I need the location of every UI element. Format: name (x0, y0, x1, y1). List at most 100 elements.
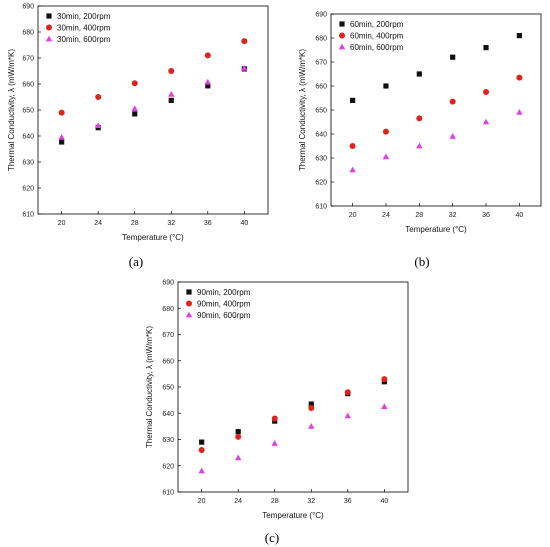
y-tick-label: 690 (22, 4, 34, 11)
y-tick-label: 690 (315, 12, 327, 19)
series-1 (59, 66, 247, 145)
chart-panel-3: 610 620 630 640 650 660 670 680 690 20 24 28 32 36 40 T… (145, 280, 409, 545)
x-tick-label: 40 (380, 498, 388, 505)
data-point (131, 105, 138, 112)
legend-label: 60min, 600rpm (350, 43, 404, 52)
series-3 (349, 109, 523, 173)
legend-marker (185, 311, 193, 318)
x-tick-label: 24 (94, 220, 102, 227)
data-point (344, 389, 351, 396)
y-tick-label: 620 (22, 186, 34, 193)
legend-label: 30min, 400rpm (57, 24, 111, 33)
data-point (449, 133, 456, 139)
data-point (416, 115, 423, 122)
x-tick-label: 36 (204, 220, 212, 227)
y-tick-label: 650 (22, 108, 34, 115)
data-point (349, 166, 356, 173)
data-point (204, 78, 212, 85)
x-tick-label: 28 (271, 498, 279, 505)
x-tick-label: 20 (349, 212, 357, 219)
y-tick-label: 610 (162, 490, 174, 497)
x-tick-label: 32 (167, 220, 175, 227)
x-tick-label: 20 (198, 498, 206, 505)
data-point (95, 94, 102, 100)
x-axis-label: Temperature (°C) (122, 233, 184, 242)
x-tick-label: 36 (482, 212, 490, 219)
x-tick-label: 40 (516, 212, 524, 219)
legend-marker (46, 24, 52, 31)
data-point (94, 122, 102, 128)
legend-label: 90min, 600rpm (197, 311, 251, 320)
data-point (516, 33, 522, 39)
y-tick-label: 660 (22, 82, 34, 89)
data-point (132, 111, 138, 117)
data-point (199, 439, 205, 445)
y-tick-label: 610 (315, 204, 327, 211)
data-point (234, 454, 242, 461)
data-point (204, 52, 211, 59)
legend-marker (339, 21, 345, 27)
data-point (59, 139, 65, 145)
data-point (271, 440, 278, 446)
x-tick-label: 32 (449, 212, 457, 219)
legend-marker (45, 35, 53, 42)
data-point (482, 118, 490, 125)
data-point (58, 133, 65, 140)
legend-label: 90min, 200rpm (197, 288, 251, 297)
data-point (308, 422, 315, 429)
y-axis-label: Thermal Conductivity, λ (mW/m*K) (7, 49, 16, 171)
data-point (350, 97, 356, 103)
series-2 (58, 38, 248, 116)
data-point (381, 403, 388, 410)
y-tick-label: 640 (315, 132, 327, 139)
series-3 (58, 65, 248, 140)
y-tick-label: 670 (315, 60, 327, 67)
legend-marker (338, 43, 346, 50)
data-point (198, 447, 205, 453)
y-tick-label: 670 (22, 56, 34, 63)
y-tick-label: 680 (315, 36, 327, 43)
data-point (58, 109, 65, 116)
data-point (168, 91, 175, 97)
y-tick-label: 610 (22, 212, 34, 219)
x-tick-label: 24 (234, 498, 242, 505)
legend-label: 30min, 600rpm (57, 35, 111, 44)
data-point (308, 401, 314, 407)
legend-marker (46, 13, 52, 19)
data-point (308, 405, 315, 411)
series-3 (198, 403, 388, 474)
data-point (241, 38, 248, 45)
data-point (235, 429, 241, 435)
data-point (416, 71, 422, 77)
legend-label: 90min, 400rpm (197, 300, 251, 309)
x-tick-label: 28 (415, 212, 423, 219)
y-tick-label: 620 (315, 180, 327, 187)
panel-label: (c) (265, 530, 279, 545)
series-1 (350, 33, 522, 103)
data-point (241, 65, 248, 71)
y-tick-label: 620 (162, 463, 174, 470)
y-tick-label: 640 (22, 134, 34, 141)
data-point (382, 153, 390, 160)
y-tick-label: 660 (315, 84, 327, 91)
x-tick-label: 24 (382, 212, 390, 219)
series-2 (349, 74, 523, 149)
data-point (483, 89, 490, 95)
y-tick-label: 690 (162, 280, 174, 287)
x-tick-label: 32 (307, 498, 315, 505)
x-tick-label: 40 (240, 220, 248, 227)
legend-marker (339, 32, 345, 39)
legend-label: 60min, 200rpm (350, 20, 404, 29)
legend-marker (186, 300, 192, 307)
data-point (450, 54, 456, 60)
panel-label: (a) (129, 254, 143, 269)
x-tick-label: 36 (344, 498, 352, 505)
y-tick-label: 630 (162, 437, 174, 444)
data-point (516, 74, 523, 81)
data-point (168, 68, 175, 74)
data-point (198, 467, 205, 474)
data-point (516, 109, 523, 115)
series-2 (198, 376, 388, 453)
series-1 (199, 379, 387, 445)
